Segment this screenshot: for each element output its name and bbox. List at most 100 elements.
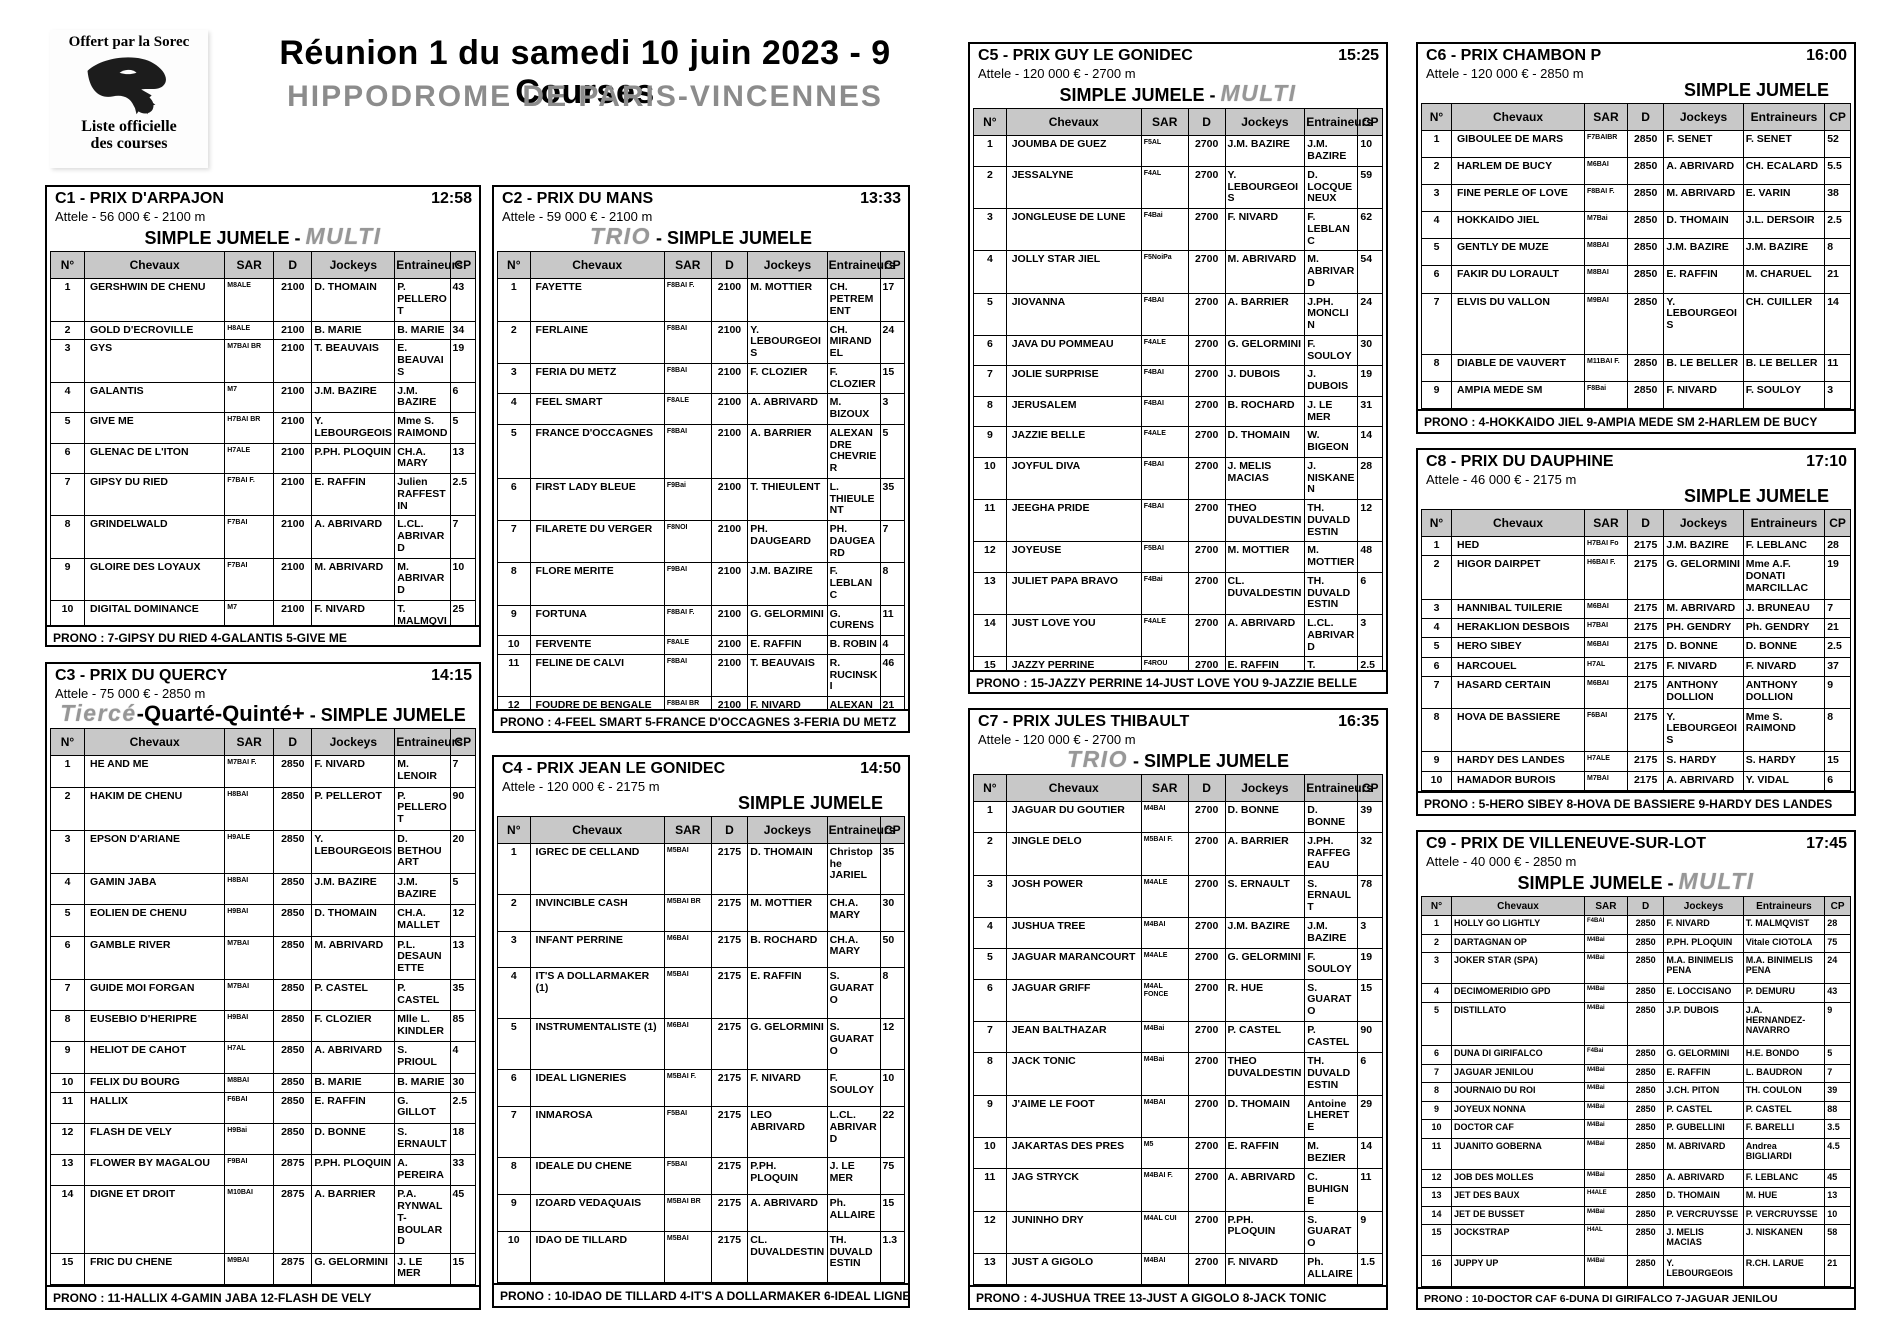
cell-sar: M5BAI F. — [663, 1069, 712, 1108]
col-header-sar: SAR — [1584, 102, 1628, 131]
cell-cp: 9 — [1824, 676, 1851, 709]
cell-horse: INVINCIBLE CASH — [529, 893, 665, 932]
cell-sar: M11BAI F. — [1584, 353, 1628, 382]
runners-table: N° Chevaux SAR D Jockeys Entraineurs CP 1 JAGUAR… — [973, 774, 1383, 1285]
race-time: 15:25 — [1338, 47, 1379, 64]
horse-row: 1 JAGUAR DU GOUTIER M4BAI 2700 D. BONNE D. BO… — [973, 801, 1383, 834]
cell-d: 2100 — [273, 599, 313, 625]
cell-sar: F7BAI — [224, 515, 275, 559]
horse-row: 2 INVINCIBLE CASH M5BAI BR 2175 M. MOTTIER CH… — [497, 893, 905, 932]
cell-cp: 1.5 — [1357, 1253, 1383, 1285]
cell-horse: GERSHWIN DE CHENU — [83, 278, 226, 322]
runners-table: N° Chevaux SAR D Jockeys Entraineurs CP 1 HED H7B… — [1421, 508, 1851, 791]
cell-cp: 5 — [449, 873, 476, 906]
cell-cp: 11 — [1824, 353, 1851, 382]
col-header-sar: SAR — [663, 251, 712, 280]
cell-cp: 15 — [879, 362, 905, 395]
cell-cp: 7 — [449, 755, 476, 788]
cell-jockey: P.PH. PLOQUIN — [1224, 1210, 1306, 1255]
cell-jockey: J.M. BAZIRE — [311, 381, 396, 414]
cell-horse: IT'S A DOLLARMAKER (1) — [529, 967, 665, 1020]
cell-sar: M4BAI — [1140, 1253, 1189, 1285]
cell-num: 4 — [497, 967, 531, 1020]
runners-table: N° Chevaux SAR D Jockeys Entraineurs CP 1 FAYETT… — [497, 251, 905, 710]
cell-sar: M8BAI — [1584, 238, 1628, 267]
cell-num: 8 — [973, 1052, 1007, 1096]
cell-horse: FLOWER BY MAGALOU — [83, 1154, 226, 1187]
cell-d: 2850 — [1626, 353, 1665, 382]
cell-cp: 78 — [1357, 874, 1383, 919]
cell-jockey: M. MOTTIER — [747, 893, 828, 932]
cell-trainer: J. BRUNEAU — [1742, 598, 1826, 620]
table-header-row: N° Chevaux SAR D Jockeys Entraineurs CP — [50, 251, 476, 280]
cell-trainer: S. GUARATO — [826, 1018, 881, 1071]
cell-num: 3 — [1421, 952, 1453, 985]
cell-num: 1 — [1421, 915, 1453, 935]
cell-num: 6 — [50, 935, 85, 980]
cell-horse: INSTRUMENTALISTE (1) — [529, 1018, 665, 1071]
cell-d: 2100 — [273, 320, 313, 341]
horse-row: 1 HOLLY GO LIGHTLY F4BAI 2850 F. NIVARD T. MA… — [1421, 915, 1851, 935]
race-header: C5 - PRIX GUY LE GONIDEC 15:25 — [973, 46, 1383, 65]
cell-num: 2 — [1421, 933, 1453, 954]
prono-line: PRONO : 4-FEEL SMART 5-FRANCE D'OCCAGNES… — [494, 709, 908, 731]
cell-sar: H7AL — [224, 1041, 275, 1074]
cell-jockey: F. NIVARD — [311, 755, 396, 788]
cell-horse: DIABLE DE VAUVERT — [1451, 353, 1586, 382]
cell-sar: M7BAI F. — [224, 755, 275, 788]
cell-jockey: THEO DUVALDESTIN — [1224, 1052, 1306, 1096]
horse-row: 10 JAKARTAS DES PRES M5 2700 E. RAFFIN M. BEZ… — [973, 1137, 1383, 1170]
cell-cp: 20 — [449, 829, 476, 875]
col-header-trainer: Entraineurs — [1742, 508, 1826, 537]
cell-jockey: B. MARIE — [311, 320, 396, 341]
cell-cp: 28 — [1357, 456, 1383, 501]
cell-cp: 18 — [449, 1122, 476, 1156]
cell-cp: 7 — [879, 520, 905, 564]
cell-num: 9 — [1421, 751, 1453, 772]
cell-sar: M7Bai — [1584, 211, 1628, 240]
horse-row: 7 HASARD CERTAIN M6BAI 2175 ANTHONY DOLLION A… — [1421, 676, 1851, 709]
col-header-jockey: Jockeys — [1663, 102, 1744, 131]
cell-sar: M6BAI — [1584, 637, 1628, 658]
cell-cp: 31 — [1357, 395, 1383, 428]
cell-jockey: B. ROCHARD — [747, 930, 828, 969]
cell-jockey: G. GELORMINI — [1663, 555, 1744, 600]
cell-cp: 6 — [449, 381, 476, 414]
cell-cp: 19 — [449, 339, 476, 383]
cell-sar: M4Bai — [1584, 1205, 1628, 1226]
col-header-num: N° — [973, 774, 1007, 803]
race-time: 14:15 — [431, 667, 472, 684]
cell-num: 11 — [973, 499, 1007, 543]
cell-cp: 35 — [879, 842, 905, 895]
cell-d: 2850 — [1626, 1187, 1665, 1207]
cell-horse: GOLD D'ECROVILLE — [83, 320, 226, 341]
cell-horse: AMPIA MEDE SM — [1451, 380, 1586, 409]
horse-row: 8 FLORE MERITE F9BAI 2100 J.M. BAZIRE F. LEBL… — [497, 562, 905, 606]
cell-trainer: J.M. BAZIRE — [1304, 135, 1359, 167]
cell-cp: 34 — [449, 320, 476, 341]
runners-table: N° Chevaux SAR D Jockeys Entraineurs CP 1 IGREC … — [497, 815, 905, 1283]
cell-trainer: B. MARIE — [394, 320, 451, 341]
cell-trainer: CH.A. MARY — [826, 930, 881, 969]
runners-table: N° Chevaux SAR D Jockeys Entraineurs CP 1 HOLLY … — [1421, 896, 1851, 1287]
col-header-d: D — [273, 251, 313, 280]
cell-num: 5 — [1421, 1001, 1453, 1047]
cell-jockey: P. CASTEL — [311, 978, 396, 1012]
col-header-trainer: Entraineurs — [1742, 102, 1826, 131]
cell-num: 12 — [497, 696, 531, 710]
cell-num: 2 — [50, 786, 85, 831]
bet-part: MULTI — [1220, 80, 1297, 106]
cell-jockey: J. MELIS MACIAS — [1663, 1224, 1744, 1256]
cell-sar: H9BAI — [224, 1010, 275, 1043]
cell-sar: H8BAI — [224, 873, 275, 906]
cell-num: 5 — [497, 1018, 531, 1071]
horse-row: 5 DISTILLATO M4Bai 2850 J.P. DUBOIS J.A. HERN… — [1421, 1001, 1851, 1047]
cell-cp: 25 — [449, 599, 476, 625]
cell-horse: IDAO DE TILLARD — [529, 1230, 665, 1283]
cell-horse: FAYETTE — [529, 278, 665, 322]
cell-cp: 54 — [1357, 250, 1383, 294]
cell-trainer: F. SENET — [1742, 129, 1826, 158]
horse-row: 8 JOURNAIO DU ROI M4Bai 2850 J.CH. PITON TH. … — [1421, 1082, 1851, 1102]
cell-trainer: F. LEBLANC — [1742, 1168, 1826, 1189]
